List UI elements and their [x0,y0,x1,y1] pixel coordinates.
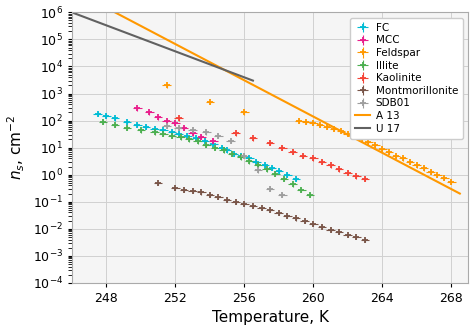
Legend: FC, MCC, Feldspar, Illite, Kaolinite, Montmorillonite, SDB01, A 13, U 17: FC, MCC, Feldspar, Illite, Kaolinite, Mo… [350,18,463,139]
Y-axis label: $n_s$, cm$^{-2}$: $n_s$, cm$^{-2}$ [6,115,27,180]
X-axis label: Temperature, K: Temperature, K [212,310,328,325]
